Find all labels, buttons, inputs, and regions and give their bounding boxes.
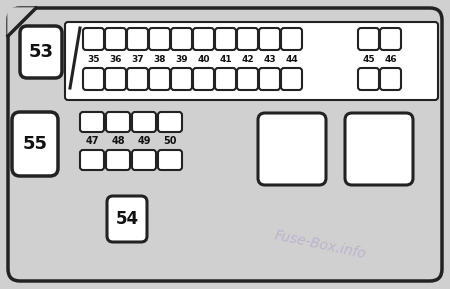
Text: 54: 54 [116,210,139,228]
Text: 39: 39 [175,55,188,64]
Text: 38: 38 [153,55,166,64]
FancyBboxPatch shape [105,28,126,50]
FancyBboxPatch shape [193,28,214,50]
Text: 49: 49 [137,136,151,146]
FancyBboxPatch shape [105,68,126,90]
FancyBboxPatch shape [8,8,442,281]
FancyBboxPatch shape [132,150,156,170]
FancyBboxPatch shape [149,68,170,90]
FancyBboxPatch shape [237,68,258,90]
Text: 47: 47 [85,136,99,146]
FancyBboxPatch shape [281,68,302,90]
Polygon shape [8,8,36,36]
FancyBboxPatch shape [158,150,182,170]
Text: 42: 42 [241,55,254,64]
FancyBboxPatch shape [127,28,148,50]
Text: 40: 40 [197,55,210,64]
FancyBboxPatch shape [107,196,147,242]
Text: 37: 37 [131,55,144,64]
FancyBboxPatch shape [259,68,280,90]
FancyBboxPatch shape [83,28,104,50]
FancyBboxPatch shape [149,28,170,50]
Text: 48: 48 [111,136,125,146]
Text: 55: 55 [22,135,48,153]
FancyBboxPatch shape [215,28,236,50]
FancyBboxPatch shape [171,68,192,90]
FancyBboxPatch shape [193,68,214,90]
FancyBboxPatch shape [20,26,62,78]
Text: 46: 46 [384,55,397,64]
Text: 35: 35 [87,55,100,64]
Text: 45: 45 [362,55,375,64]
FancyBboxPatch shape [345,113,413,185]
FancyBboxPatch shape [158,112,182,132]
FancyBboxPatch shape [171,28,192,50]
Text: 43: 43 [263,55,276,64]
FancyBboxPatch shape [237,28,258,50]
FancyBboxPatch shape [215,68,236,90]
Text: Fuse-Box.info: Fuse-Box.info [273,228,367,262]
FancyBboxPatch shape [281,28,302,50]
FancyBboxPatch shape [132,112,156,132]
FancyBboxPatch shape [259,28,280,50]
Text: 53: 53 [28,43,54,61]
FancyBboxPatch shape [106,112,130,132]
FancyBboxPatch shape [258,113,326,185]
Text: 44: 44 [285,55,298,64]
FancyBboxPatch shape [80,150,104,170]
Text: 41: 41 [219,55,232,64]
FancyBboxPatch shape [106,150,130,170]
Text: 50: 50 [163,136,177,146]
FancyBboxPatch shape [65,22,438,100]
FancyBboxPatch shape [83,68,104,90]
FancyBboxPatch shape [80,112,104,132]
FancyBboxPatch shape [358,28,379,50]
FancyBboxPatch shape [127,68,148,90]
Text: 36: 36 [109,55,122,64]
FancyBboxPatch shape [358,68,379,90]
FancyBboxPatch shape [12,112,58,176]
FancyBboxPatch shape [380,68,401,90]
FancyBboxPatch shape [380,28,401,50]
